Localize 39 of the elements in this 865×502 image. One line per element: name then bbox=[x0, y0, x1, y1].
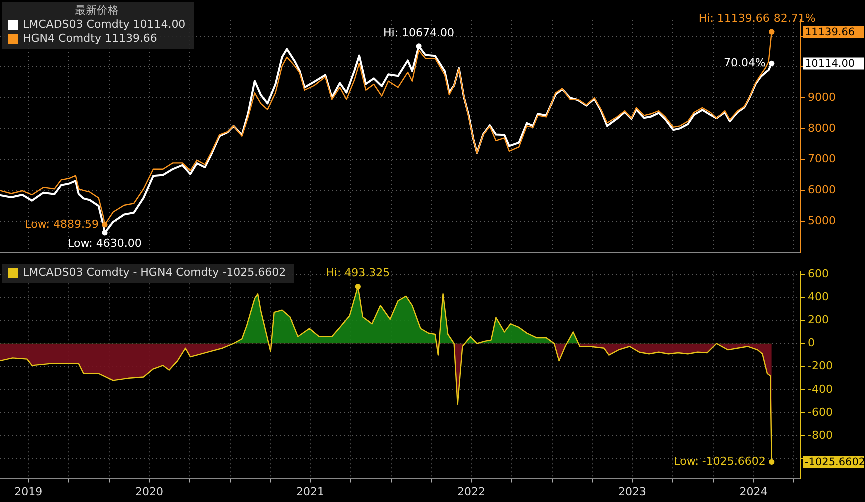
text: 11139.66 bbox=[805, 26, 856, 38]
annotation: Low: -1025.6602 bbox=[674, 455, 766, 468]
y-tick-label: 600 bbox=[808, 267, 829, 280]
x-tick-label: 2022 bbox=[458, 485, 486, 498]
annotation: Low: 4889.59 bbox=[25, 218, 99, 231]
x-tick-label: 2023 bbox=[618, 485, 647, 498]
y-tick-label: -400 bbox=[808, 382, 833, 396]
x-tick-label: 2021 bbox=[296, 485, 325, 498]
annotation: 70.04% bbox=[724, 56, 766, 70]
legend-label: LMCADS03 Comdty 10114.00 bbox=[23, 18, 186, 32]
annotation: Low: 4630.00 bbox=[68, 236, 142, 250]
y-tick-label: 200 bbox=[808, 314, 829, 327]
y-tick-label: -800 bbox=[808, 428, 833, 442]
annotation: Hi: 10674.00 bbox=[384, 26, 455, 40]
point bbox=[102, 230, 108, 236]
y-tick-label: 7000 bbox=[808, 152, 836, 166]
point bbox=[769, 29, 775, 35]
annotation: Hi: 11139.66 bbox=[698, 12, 770, 25]
y-tick-label: -600 bbox=[808, 406, 833, 419]
y-tick-label: 6000 bbox=[808, 184, 836, 197]
point bbox=[769, 60, 775, 67]
legend-label: HGN4 Comdty 11139.66 bbox=[23, 32, 158, 46]
text: -1025.6602 bbox=[805, 456, 865, 468]
x-tick-label: 2020 bbox=[136, 485, 164, 498]
legend-label: LMCADS03 Comdty - HGN4 Comdty -1025.6602 bbox=[23, 266, 286, 280]
y-tick-label: 400 bbox=[808, 290, 829, 304]
point bbox=[102, 222, 108, 228]
annotation: 82.71% bbox=[774, 12, 816, 25]
y-tick-label: 9000 bbox=[808, 90, 836, 104]
x-tick-label: 2019 bbox=[14, 485, 43, 498]
y-tick-label: -200 bbox=[808, 360, 833, 373]
x-tick-label: 2024 bbox=[740, 485, 768, 498]
annotation: Hi: 493.325 bbox=[326, 266, 390, 280]
text: 10114.00 bbox=[805, 58, 856, 70]
point bbox=[416, 44, 422, 50]
legend-title: 最新价格 bbox=[74, 4, 120, 18]
y-tick-label: 0 bbox=[808, 336, 815, 350]
y-tick-label: 5000 bbox=[808, 214, 836, 228]
y-tick-label: 8000 bbox=[808, 122, 836, 135]
